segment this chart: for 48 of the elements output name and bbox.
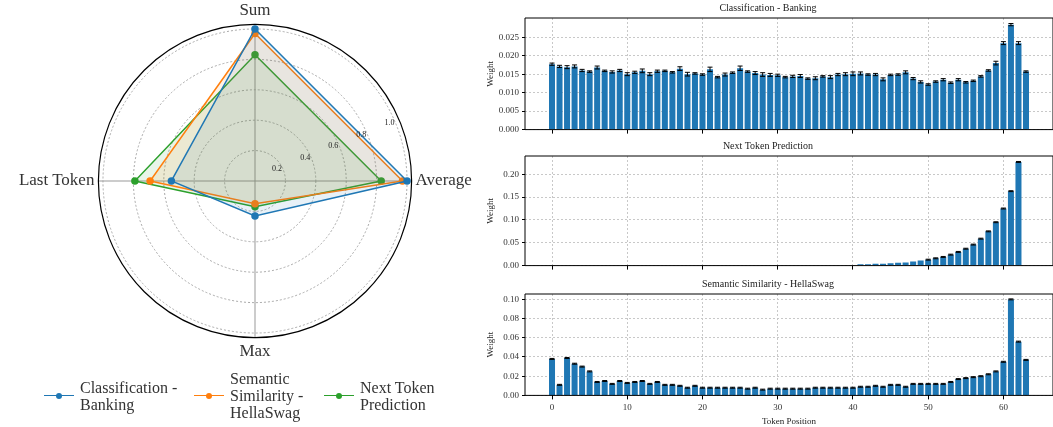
x-tick-label: 20 xyxy=(697,402,708,413)
spoke-label: Last Token xyxy=(18,170,95,190)
bar xyxy=(549,358,556,395)
y-tick-label: 0.025 xyxy=(498,31,520,42)
y-tick-label: 0.10 xyxy=(503,214,520,225)
spoke-label: Max xyxy=(239,341,272,361)
y-axis-title: Weight xyxy=(484,197,495,224)
bar xyxy=(864,74,872,130)
legend-label: Semantic Similarity - HellaSwag xyxy=(230,370,305,421)
legend-label: Classification - Banking xyxy=(80,378,179,413)
x-axis-title: Token Position xyxy=(761,415,817,426)
bar xyxy=(1022,71,1029,130)
x-tick-label: 60 xyxy=(998,402,1009,413)
y-axis-title: Weight xyxy=(484,60,495,87)
spoke-label: Sum xyxy=(239,0,271,19)
y-tick-label: 0.6 xyxy=(328,141,339,151)
y-tick-label: 0.10 xyxy=(503,293,520,304)
y-tick-label: 0.02 xyxy=(503,370,519,381)
y-tick-label: 0.04 xyxy=(503,351,520,362)
x-tick-label: 40 xyxy=(848,402,858,413)
y-tick-label: 0.00 xyxy=(503,259,520,270)
bar xyxy=(549,64,556,130)
y-tick-label: 0.005 xyxy=(498,105,520,116)
chart-title: Classification - Banking xyxy=(719,1,817,13)
y-tick-label: 0.015 xyxy=(498,68,520,79)
y-tick-label: 0.00 xyxy=(503,389,520,400)
x-tick-label: 50 xyxy=(923,402,934,413)
legend-label: Next Token Prediction xyxy=(360,378,436,413)
y-tick-label: 0.020 xyxy=(498,50,520,61)
y-tick-label: 0.05 xyxy=(503,237,520,248)
y-tick-label: 0.20 xyxy=(503,168,520,179)
y-tick-label: 0.08 xyxy=(503,312,520,323)
bar xyxy=(1022,359,1029,395)
x-tick-label: 0 xyxy=(549,402,555,413)
y-tick-label: 0.010 xyxy=(498,87,520,98)
y-tick-label: 0.06 xyxy=(503,332,520,343)
y-axis-title: Weight xyxy=(484,331,495,358)
spoke-label: Average xyxy=(415,170,472,190)
y-tick-label: 1.0 xyxy=(384,117,395,127)
y-tick-label: 0.000 xyxy=(498,123,520,134)
y-tick-label: 0.15 xyxy=(503,191,520,202)
chart-title: Next Token Prediction xyxy=(722,139,814,151)
chart-title: Semantic Similarity - HellaSwag xyxy=(702,277,834,289)
x-tick-label: 10 xyxy=(622,402,633,413)
bar xyxy=(706,69,714,130)
x-tick-label: 30 xyxy=(773,402,783,413)
y-tick-label: 0.2 xyxy=(272,164,283,174)
y-tick-label: 0.4 xyxy=(300,152,311,162)
